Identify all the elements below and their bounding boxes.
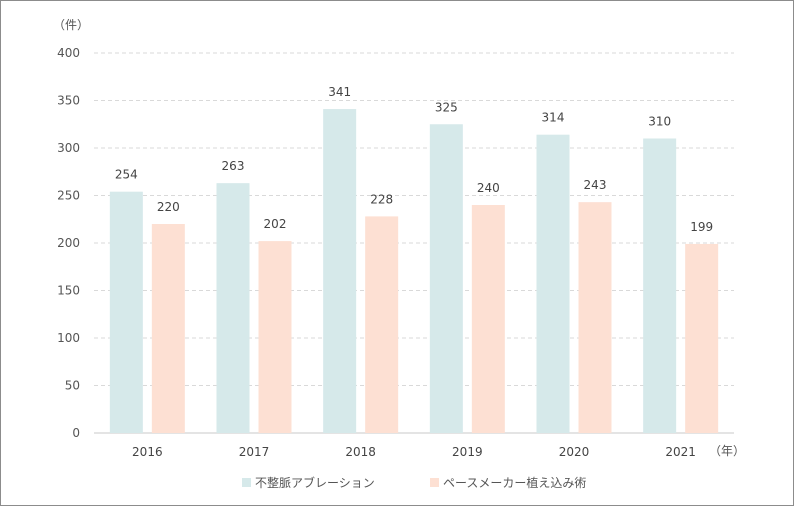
data-label-pacemaker-2019: 240 [477,181,500,195]
x-tick-label-2016: 2016 [132,445,163,459]
data-label-ablation-2019: 325 [435,100,458,114]
y-tick-label: 0 [72,426,80,440]
legend: 不整脈アブレーション ペースメーカー植え込み術 [242,475,586,490]
bar-pacemaker-2020 [578,202,612,433]
y-axis-unit: （件） [53,18,89,32]
x-axis-unit: （年） [709,444,745,458]
data-label-pacemaker-2016: 220 [157,200,180,214]
data-label-pacemaker-2017: 202 [264,217,287,231]
bar-ablation-2020 [536,134,570,433]
x-tick-label-2019: 2019 [452,445,483,459]
legend-swatch-pacemaker [430,478,439,487]
data-label-pacemaker-2018: 228 [370,192,393,206]
bars [109,109,719,434]
y-tick-label: 300 [57,141,80,155]
bar-ablation-2016 [109,191,143,433]
bar-ablation-2017 [216,183,250,433]
legend-label-pacemaker: ペースメーカー植え込み術 [443,475,586,490]
data-label-pacemaker-2021: 199 [690,220,713,234]
y-tick-label: 400 [57,46,80,60]
bar-ablation-2021 [643,138,677,433]
y-tick-label: 200 [57,236,80,250]
legend-swatch-ablation [242,478,251,487]
y-tick-label: 350 [57,94,80,108]
data-label-ablation-2018: 341 [328,85,351,99]
y-tick-label: 250 [57,189,80,203]
y-tick-label: 50 [65,379,80,393]
data-label-pacemaker-2020: 243 [584,178,607,192]
grid-lines [94,52,734,386]
bar-ablation-2018 [323,109,357,434]
data-labels: 254 220 263 202 341 228 325 240 314 243 310 199 [115,85,713,234]
x-tick-label-2017: 2017 [239,445,270,459]
x-tick-label-2021: 2021 [665,445,696,459]
bar-pacemaker-2017 [258,241,292,433]
legend-label-ablation: 不整脈アブレーション [255,475,375,490]
bar-pacemaker-2018 [365,216,399,433]
data-label-ablation-2017: 263 [222,159,245,173]
data-label-ablation-2016: 254 [115,168,138,182]
bar-ablation-2019 [429,124,463,433]
category-labels: 2016 2017 2018 2019 2020 2021 [132,445,696,459]
y-tick-labels: 0 50 100 150 200 250 300 350 400 [57,46,80,440]
x-tick-label-2018: 2018 [345,445,376,459]
data-label-ablation-2021: 310 [648,115,671,129]
data-label-ablation-2020: 314 [542,111,565,125]
bar-pacemaker-2016 [151,224,185,433]
bar-pacemaker-2019 [471,205,505,433]
bar-pacemaker-2021 [685,243,719,433]
y-tick-label: 150 [57,284,80,298]
x-tick-label-2020: 2020 [559,445,590,459]
y-tick-label: 100 [57,331,80,345]
